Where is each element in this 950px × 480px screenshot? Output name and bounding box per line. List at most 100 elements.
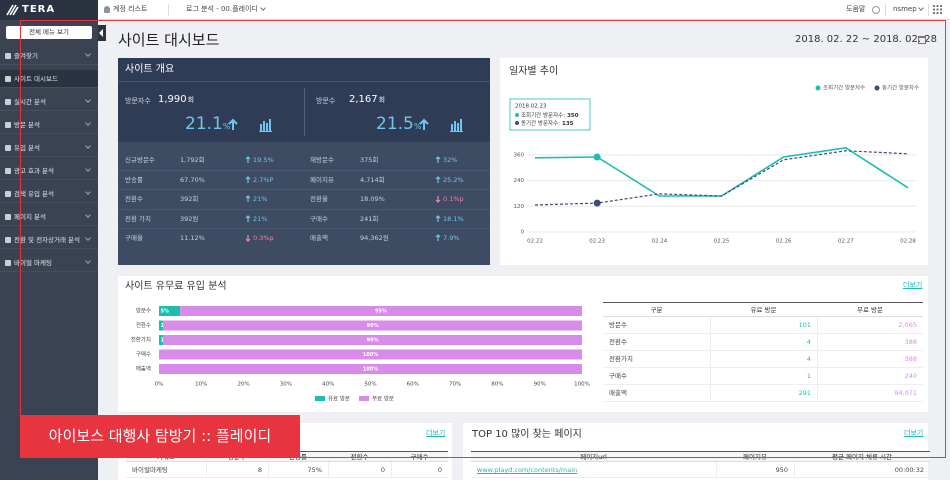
kpi-bars-icon <box>450 119 463 132</box>
x-tick-label: 20% <box>237 382 249 388</box>
menu-item[interactable]: 전환 및 전자상거래 분석 <box>0 231 98 249</box>
bar-value-label: 100% <box>363 352 378 358</box>
menu-label: 방문 분석 <box>14 121 40 129</box>
kpi-unit: 회 <box>187 96 195 104</box>
apps-dot <box>940 5 942 7</box>
chevron <box>85 143 91 149</box>
chevron <box>85 120 91 126</box>
overview-panel: 사이트 개요 방문자수 1,990회 21.1% 방문수 2,167회 21.5% 신규방문수… <box>118 58 490 265</box>
bar-segment <box>163 320 583 331</box>
icon-bar <box>451 124 453 131</box>
metric-value: 392원 <box>180 214 199 223</box>
all-menu-button[interactable]: 전체 메뉴 보기 <box>6 26 92 39</box>
change-arrow <box>435 234 441 241</box>
more-link[interactable]: 더보기 <box>426 429 446 437</box>
menu-item[interactable]: 페이지 분석 <box>0 208 98 226</box>
table-cell: 2,065 <box>817 317 923 334</box>
icon-bar <box>460 119 462 131</box>
metric-label: 신규방문수 <box>125 156 155 164</box>
more-link[interactable]: 더보기 <box>903 281 923 289</box>
more-link[interactable]: 더보기 <box>904 429 924 437</box>
divider <box>885 4 886 16</box>
metric-label: 전환수 <box>125 195 143 203</box>
metric-change: 0.3%p <box>253 234 274 242</box>
menu-item[interactable]: 광고 효과 분석 <box>0 162 98 180</box>
chevron <box>85 235 91 241</box>
metric-value: 375회 <box>360 156 379 164</box>
menu-item[interactable]: 바이럴 마케팅 <box>0 254 98 272</box>
arrow-shape <box>228 118 238 130</box>
logo-area <box>0 0 98 20</box>
tooltip-box <box>509 98 591 131</box>
table-cell: 바이럴마케팅 <box>126 462 206 478</box>
apps-dot <box>933 12 935 14</box>
toggle-arrow <box>99 29 103 37</box>
metric-value: 392회 <box>180 195 199 203</box>
tooltip-line: 동기간 방문자수: 135 <box>521 119 574 127</box>
metric-label: 전환 가치 <box>125 214 151 223</box>
metric-label: 재방문수 <box>310 156 334 164</box>
menu-item[interactable]: 방문 분석 <box>0 116 98 134</box>
bar-segment <box>159 349 582 360</box>
x-tick-label: 80% <box>491 382 503 388</box>
icon-bar <box>266 123 268 131</box>
menu-icon <box>5 214 11 220</box>
calendar-icon[interactable] <box>918 36 926 44</box>
row-rule <box>118 169 490 171</box>
bar-value-label: 100% <box>363 367 378 373</box>
menu-label: 실시간 분석 <box>14 98 46 106</box>
table-cell: 75% <box>268 462 328 478</box>
metric-value: 11.12% <box>180 234 205 242</box>
x-tick-label: 02.26 <box>776 239 792 245</box>
menu-item[interactable]: 실시간 분석 <box>0 93 98 111</box>
page-link[interactable]: www.playd.com/contents/main <box>471 462 716 478</box>
arrow-shape <box>435 196 441 203</box>
change-arrow <box>245 175 251 183</box>
metric-change: 0.1%p <box>443 195 464 203</box>
menu-item[interactable]: 검색 유입 분석 <box>0 185 98 203</box>
x-tick-label: 02.24 <box>651 239 667 245</box>
sidebar-toggle[interactable] <box>98 25 106 41</box>
metric-value: 241회 <box>360 214 379 223</box>
table-cell: 매출액 <box>603 385 710 402</box>
change-arrow <box>435 175 441 183</box>
tooltip-label: 조회기간 방문자수: <box>521 111 565 119</box>
kpi-arrow <box>419 118 429 130</box>
table-cell: 구매수 <box>603 368 710 385</box>
menu-label: 검색 유입 분석 <box>14 190 55 198</box>
bar-value-label: 99% <box>367 338 379 344</box>
metric-label: 전환율 <box>310 195 328 203</box>
arrow-shape <box>435 214 441 222</box>
menu-icon <box>5 76 11 82</box>
x-tick-label: 50% <box>364 382 376 388</box>
x-tick-label: 90% <box>534 382 546 388</box>
column-header: 페이지url <box>471 452 716 462</box>
metric-change: 21% <box>253 195 268 203</box>
menu-item[interactable]: 즐겨찾기 <box>0 47 98 65</box>
menu-item[interactable]: 사이트 대시보드 <box>0 70 98 88</box>
column-header: 페이지뷰 <box>716 452 794 462</box>
account-list[interactable]: 계정 리스트 <box>113 5 148 13</box>
metric-value: 18.09% <box>360 195 385 203</box>
table-cell: 0 <box>391 462 448 478</box>
arrow-shape <box>435 156 441 163</box>
column-header: 유료 방문 <box>710 303 817 317</box>
date-range[interactable]: 2018. 02. 22 ~ 2018. 02. 28 <box>795 34 937 45</box>
panel-title: 사이트 유무료 유입 분석 <box>125 281 227 292</box>
metric-value: 67.70% <box>180 175 205 184</box>
metric-change: 18.1% <box>443 214 464 223</box>
kpi-value: 1,990회 <box>158 94 194 106</box>
bar-segment <box>180 306 582 316</box>
log-analysis[interactable]: 로그 분석 - 00.플레이디 <box>186 5 258 13</box>
chevron <box>918 5 924 11</box>
menu-label: 광고 효과 분석 <box>14 167 55 175</box>
column-header: 전환수 <box>328 452 391 462</box>
menu-item[interactable]: 유입 분석 <box>0 139 98 157</box>
user-menu[interactable]: nsmep <box>893 5 917 13</box>
column-header: 평균 페이지 체류 시간 <box>794 452 930 462</box>
category-label: 전환가치 <box>131 336 151 344</box>
arrow-shape <box>245 156 251 163</box>
page-title: 사이트 대시보드 <box>118 31 220 49</box>
menu-icon <box>5 237 11 243</box>
help[interactable]: 도움말 <box>846 5 866 13</box>
